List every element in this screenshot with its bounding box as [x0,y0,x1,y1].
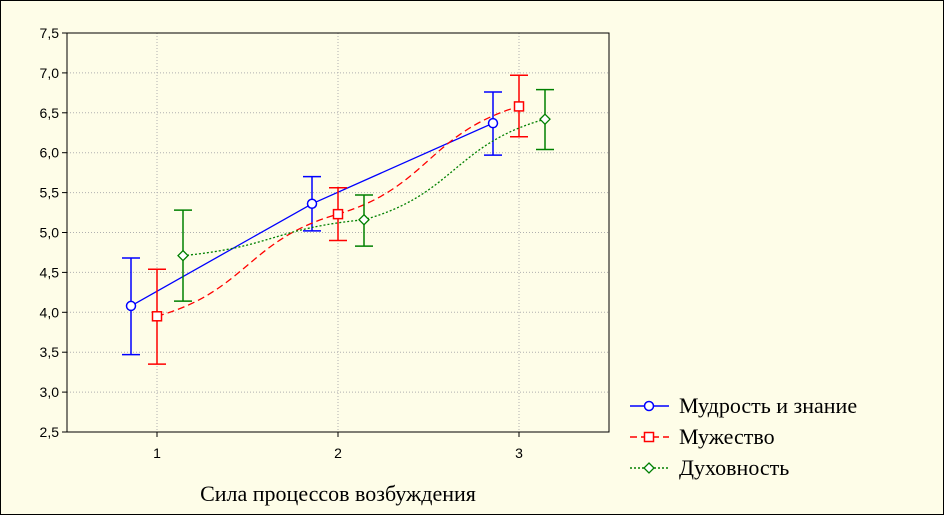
y-tick-label: 5,0 [40,225,60,241]
data-point-marker [487,117,499,129]
legend-item: Мужество [630,424,775,449]
y-tick-label: 6,0 [40,145,60,161]
legend: Мудрость и знание Мужество Духовность [630,393,857,480]
series-3 [174,88,554,302]
y-tick-label: 7,5 [40,25,60,41]
data-point-marker [643,400,655,412]
y-tick-label: 3,5 [40,344,60,360]
tick-layer: 2,5 3,0 3,5 4,0 4,5 5,0 5,5 6,0 6,5 7,0 7,5 1 2 3 [40,25,524,461]
x-tick-label: 3 [515,445,523,461]
data-point-marker [643,462,655,474]
data-point-marker [539,113,551,126]
data-point-marker [125,300,137,312]
series-layer [122,74,554,365]
legend-label: Мужество [679,424,775,449]
data-point-marker [332,208,344,220]
legend-label: Духовность [679,455,789,480]
y-tick-label: 7,0 [40,65,60,81]
legend-item: Духовность [630,455,789,480]
data-point-marker [513,101,525,112]
data-point-marker [177,249,189,262]
data-point-marker [358,213,370,226]
y-tick-label: 4,0 [40,304,60,320]
data-point-marker [643,431,655,443]
x-tick-label: 1 [153,445,161,461]
x-tick-label: 2 [334,445,342,461]
series-1 [122,91,502,356]
series-2 [148,74,528,365]
data-point-marker [306,198,318,210]
x-axis-title: Сила процессов возбуждения [200,481,476,506]
y-tick-label: 6,5 [40,105,60,121]
legend-item: Мудрость и знание [630,393,857,418]
y-tick-label: 5,5 [40,185,60,201]
y-tick-label: 3,0 [40,384,60,400]
data-point-marker [151,311,163,322]
y-tick-label: 2,5 [40,424,60,440]
y-tick-label: 4,5 [40,264,60,280]
legend-label: Мудрость и знание [679,393,857,418]
